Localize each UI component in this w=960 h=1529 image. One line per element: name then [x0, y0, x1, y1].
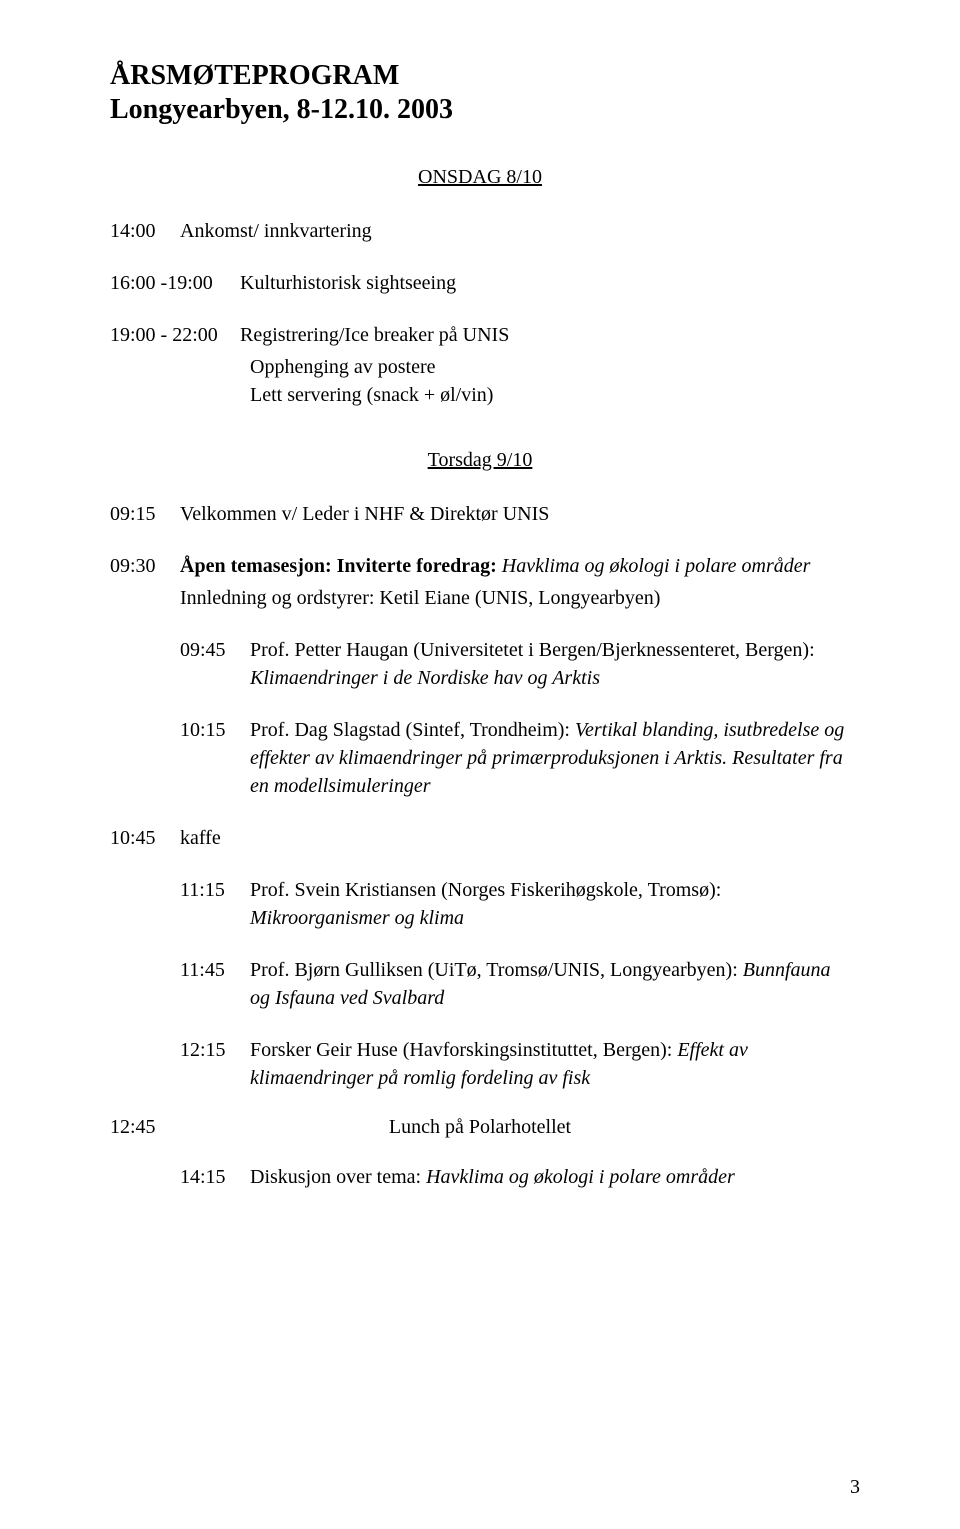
time-label: 10:45 — [110, 824, 172, 852]
time-label: 11:15 — [180, 876, 242, 932]
schedule-row: 09:30 Åpen temasesjon: Inviterte foredra… — [110, 552, 850, 580]
speaker-name: Prof. Petter Haugan (Universitetet i Ber… — [250, 639, 815, 661]
nested-schedule-row: 14:15 Diskusjon over tema: Havklima og ø… — [110, 1163, 850, 1191]
schedule-row: 10:45 kaffe — [110, 824, 850, 852]
event-text: Åpen temasesjon: Inviterte foredrag: Hav… — [172, 552, 850, 580]
time-label: 09:30 — [110, 552, 172, 580]
talk-text: Prof. Petter Haugan (Universitetet i Ber… — [242, 636, 850, 692]
page-number: 3 — [850, 1476, 860, 1499]
nested-schedule-row: 09:45 Prof. Petter Haugan (Universitetet… — [110, 636, 850, 692]
time-label: 10:15 — [180, 716, 242, 800]
time-label: 14:00 — [110, 217, 172, 245]
speaker-name: Prof. Svein Kristiansen (Norges Fiskerih… — [250, 879, 721, 901]
talk-title: Klimaendringer i de Nordiske hav og Arkt… — [250, 667, 600, 689]
time-spacer — [110, 584, 172, 612]
time-label: 11:45 — [180, 956, 242, 1012]
nested-schedule-row: 11:45 Prof. Bjørn Gulliksen (UiTø, Troms… — [110, 956, 850, 1012]
event-subtext: Lett servering (snack + øl/vin) — [110, 381, 850, 409]
day2-heading: Torsdag 9/10 — [110, 449, 850, 472]
time-label: 12:15 — [180, 1036, 242, 1092]
event-subtext: Opphenging av postere — [110, 353, 850, 381]
time-label: 14:15 — [180, 1163, 242, 1191]
time-label: 16:00 -19:00 — [110, 269, 240, 297]
schedule-row: 19:00 - 22:00 Registrering/Ice breaker p… — [110, 321, 850, 349]
nested-schedule-row: 10:15 Prof. Dag Slagstad (Sintef, Trondh… — [110, 716, 850, 800]
event-text: Ankomst/ innkvartering — [172, 217, 850, 245]
time-label: 12:45 — [110, 1116, 172, 1139]
talk-title: Mikroorganismer og klima — [250, 907, 464, 929]
lunch-row: 12:45 Lunch på Polarhotellet — [110, 1116, 850, 1139]
speaker-name: Prof. Dag Slagstad (Sintef, Trondheim): — [250, 719, 575, 741]
time-label: 09:45 — [180, 636, 242, 692]
document-title: ÅRSMØTEPROGRAM — [110, 60, 850, 92]
day1-heading: ONSDAG 8/10 — [110, 166, 850, 189]
document-subtitle: Longyearbyen, 8-12.10. 2003 — [110, 94, 850, 126]
time-label: 09:15 — [110, 500, 172, 528]
event-text: Velkommen v/ Leder i NHF & Direktør UNIS — [172, 500, 850, 528]
session-topic: Havklima og økologi i polare områder — [502, 555, 811, 577]
talk-text: Prof. Bjørn Gulliksen (UiTø, Tromsø/UNIS… — [242, 956, 850, 1012]
speaker-name: Prof. Bjørn Gulliksen (UiTø, Tromsø/UNIS… — [250, 959, 743, 981]
schedule-row: 09:15 Velkommen v/ Leder i NHF & Direktø… — [110, 500, 850, 528]
event-text: Kulturhistorisk sightseeing — [240, 269, 850, 297]
talk-text: Diskusjon over tema: Havklima og økologi… — [242, 1163, 850, 1191]
lunch-text: Lunch på Polarhotellet — [172, 1116, 850, 1139]
discussion-label: Diskusjon over tema: — [250, 1166, 426, 1188]
event-text: kaffe — [172, 824, 850, 852]
schedule-row: 16:00 -19:00 Kulturhistorisk sightseeing — [110, 269, 850, 297]
speaker-name: Forsker Geir Huse (Havforskingsinstitutt… — [250, 1039, 677, 1061]
time-label: 19:00 - 22:00 — [110, 321, 240, 349]
talk-text: Forsker Geir Huse (Havforskingsinstitutt… — [242, 1036, 850, 1092]
schedule-row: Innledning og ordstyrer: Ketil Eiane (UN… — [110, 584, 850, 612]
nested-schedule-row: 12:15 Forsker Geir Huse (Havforskingsins… — [110, 1036, 850, 1092]
talk-text: Prof. Svein Kristiansen (Norges Fiskerih… — [242, 876, 850, 932]
nested-schedule-row: 11:15 Prof. Svein Kristiansen (Norges Fi… — [110, 876, 850, 932]
schedule-row: 14:00 Ankomst/ innkvartering — [110, 217, 850, 245]
talk-text: Prof. Dag Slagstad (Sintef, Trondheim): … — [242, 716, 850, 800]
moderator-text: Innledning og ordstyrer: Ketil Eiane (UN… — [172, 584, 850, 612]
session-label: Åpen temasesjon: Inviterte foredrag: — [180, 555, 497, 577]
event-text: Registrering/Ice breaker på UNIS — [240, 321, 850, 349]
discussion-topic: Havklima og økologi i polare områder — [426, 1166, 735, 1188]
